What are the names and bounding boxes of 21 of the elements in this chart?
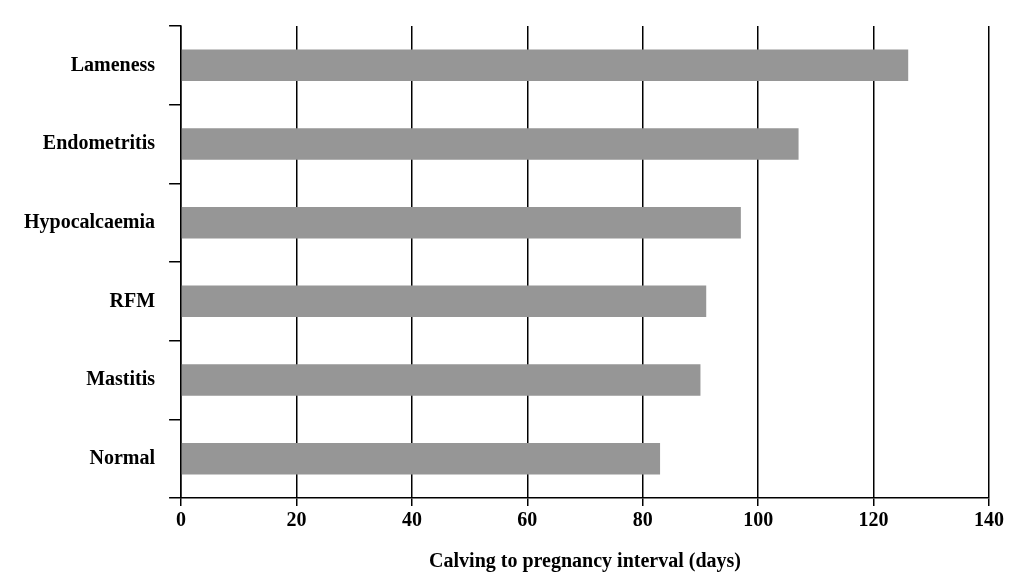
y-tick-label: Hypocalcaemia (23, 209, 156, 233)
x-tick-label: 40 (401, 508, 422, 531)
x-axis-title: Calving to pregnancy interval (days) (429, 549, 741, 573)
x-tick-label: 60 (517, 508, 538, 531)
y-tick-label: RFM (109, 288, 156, 311)
x-tick-label: 20 (286, 508, 307, 531)
x-tick-label: 120 (858, 508, 889, 531)
bar (181, 285, 707, 318)
x-tick-label: 140 (974, 508, 1004, 531)
y-tick-label: Endometritis (42, 131, 156, 154)
y-tick-label: Mastitis (86, 367, 156, 390)
x-tick-label: 0 (176, 508, 187, 531)
x-tick-label: 80 (632, 508, 653, 531)
bar (181, 128, 799, 160)
bar (181, 49, 909, 82)
y-tick-label: Normal (89, 445, 156, 468)
y-tick-label: Lameness (70, 52, 156, 75)
x-tick-label: 100 (743, 508, 774, 531)
bar (181, 206, 741, 239)
bar (181, 364, 701, 396)
bar (181, 442, 661, 475)
